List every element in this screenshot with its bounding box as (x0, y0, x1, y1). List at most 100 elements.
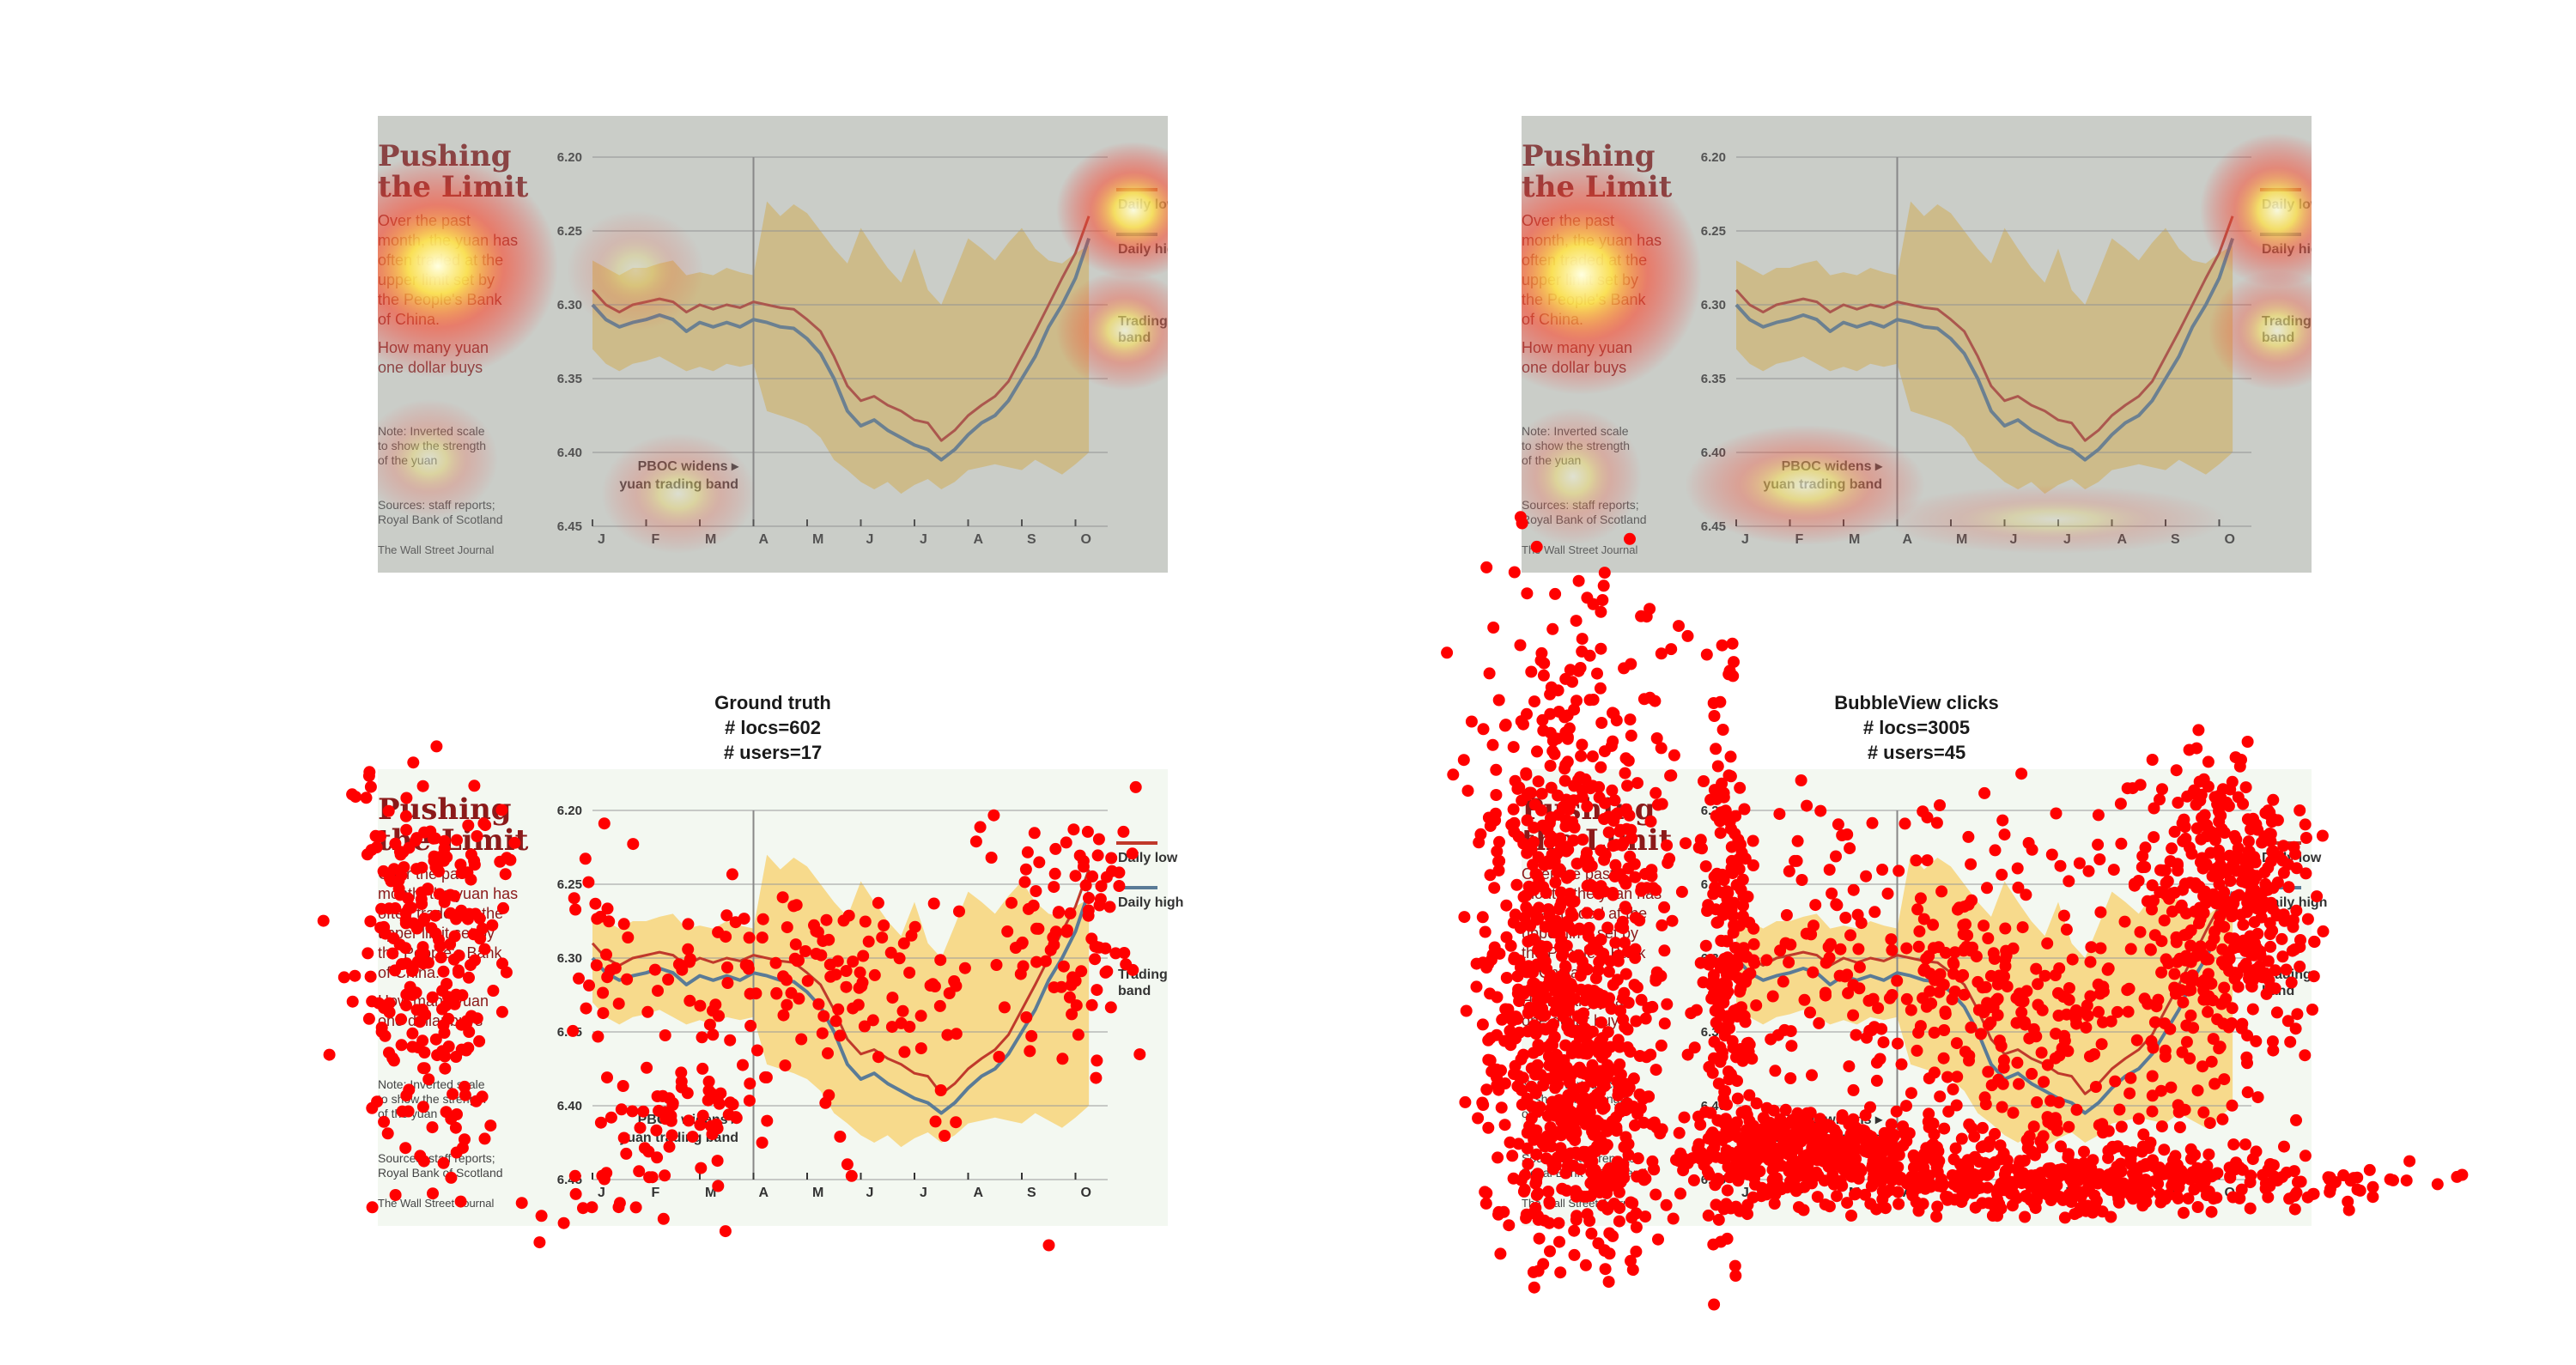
click-dot (1479, 925, 1492, 938)
click-dot (1056, 1053, 1069, 1065)
click-dot (1549, 587, 1562, 600)
click-dot (1516, 794, 1528, 807)
click-dot (378, 920, 391, 933)
click-dot (1532, 912, 1545, 925)
click-dot (1710, 1198, 1722, 1211)
click-dot (1553, 1235, 1565, 1248)
click-dot (2287, 840, 2300, 853)
click-dot (2166, 842, 2178, 855)
click-dot (1614, 1106, 1626, 1119)
click-dot (1508, 816, 1521, 829)
click-dot (1595, 933, 1607, 946)
click-dot (1441, 646, 1454, 659)
click-dot (2159, 1168, 2172, 1180)
click-dot (694, 1119, 707, 1131)
click-dot (1583, 1094, 1596, 1107)
click-dot (1635, 610, 1648, 622)
click-dot (1968, 1130, 1981, 1143)
click-dot (933, 999, 946, 1012)
click-dot (366, 1101, 379, 1114)
click-dot (1625, 729, 1637, 742)
click-dot (1603, 1247, 1616, 1260)
y-tick-label: 6.25 (557, 224, 582, 239)
click-dot (1604, 955, 1617, 968)
click-dot (1977, 1140, 1990, 1153)
click-dot (1722, 769, 1735, 782)
click-dot (737, 1059, 749, 1071)
click-dot (2253, 960, 2266, 973)
click-dot (2202, 755, 2215, 768)
click-dot (652, 985, 664, 998)
click-dot (2055, 1140, 2067, 1153)
click-dot (1602, 1276, 1615, 1289)
click-dot (451, 834, 463, 846)
click-dot (872, 896, 884, 909)
click-dot (1622, 945, 1634, 958)
click-dot (1900, 1100, 1912, 1113)
click-dot (1732, 1167, 1745, 1180)
click-dot (1581, 592, 1594, 604)
click-dot (1561, 732, 1574, 745)
click-dot (1092, 833, 1105, 846)
click-dot (1666, 914, 1679, 927)
click-dot (2184, 1152, 2197, 1165)
click-dot (1460, 1004, 1473, 1017)
click-dot (379, 1029, 392, 1042)
click-dot (1891, 974, 1904, 987)
click-dot (1895, 1058, 1908, 1071)
click-dot (1593, 908, 1606, 921)
click-dot (1583, 1215, 1596, 1227)
click-dot (2282, 881, 2295, 894)
click-dot (1546, 1131, 1558, 1143)
click-dot (349, 969, 361, 982)
click-dot (2275, 932, 2288, 945)
click-dot (1513, 1026, 1526, 1039)
click-dot (1694, 834, 1707, 846)
click-dot (1568, 1248, 1581, 1261)
click-dot (941, 1028, 954, 1041)
click-dot (2400, 1174, 2413, 1187)
click-dot (1458, 911, 1471, 924)
click-dot (1538, 657, 1551, 670)
click-dot (2012, 881, 2025, 894)
click-dot (1564, 1069, 1577, 1082)
click-dot (1551, 732, 1564, 745)
click-dot (2168, 968, 2181, 980)
click-dot (1514, 511, 1527, 524)
click-dot (1885, 933, 1898, 946)
click-dot (1091, 849, 1104, 862)
click-dot (886, 992, 899, 1004)
click-dot (1674, 1147, 1687, 1160)
click-dot (2041, 937, 2054, 949)
click-dot (2244, 1202, 2257, 1215)
click-dot (447, 953, 460, 966)
click-dot (744, 987, 756, 1000)
click-dot (1971, 1169, 1984, 1182)
click-dot (1465, 715, 1478, 728)
click-dot (1937, 1052, 1950, 1065)
click-dot (1716, 724, 1729, 736)
click-dot (781, 998, 793, 1011)
click-dot (504, 853, 517, 866)
click-dot (1060, 836, 1072, 849)
click-dot (1779, 1103, 1792, 1116)
click-dot (477, 817, 490, 830)
click-dot (834, 1131, 847, 1143)
click-dot (1627, 1072, 1640, 1085)
click-dot (2042, 1116, 2055, 1128)
click-dot (1726, 637, 1739, 650)
click-dot (1511, 1080, 1524, 1093)
click-dot (1492, 1205, 1505, 1218)
click-dot (1631, 1107, 1644, 1120)
click-dot (1918, 1148, 1931, 1160)
click-dot (1978, 919, 1990, 932)
click-dot (2182, 1192, 2195, 1205)
click-dot (2155, 1120, 2168, 1133)
click-dot (903, 967, 916, 979)
click-dot (2214, 1040, 2227, 1053)
y-tick-label: 6.35 (557, 372, 582, 386)
click-dot (1493, 835, 1505, 848)
click-dot (1947, 1083, 1959, 1095)
click-dot (1543, 1197, 1556, 1210)
click-dot (2191, 946, 2204, 959)
